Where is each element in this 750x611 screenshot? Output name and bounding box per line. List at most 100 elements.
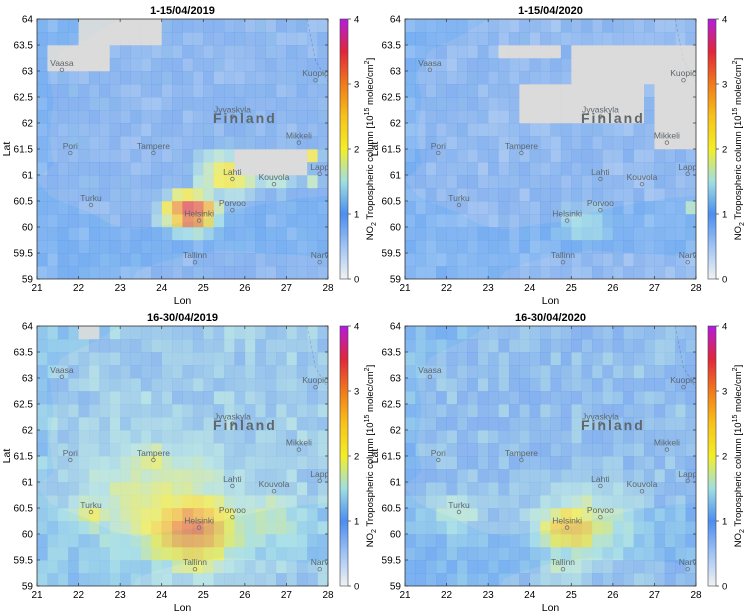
x-tick-label: 26	[607, 590, 619, 601]
grid-cell	[172, 188, 183, 202]
grid-cell	[244, 456, 256, 470]
grid-cell	[276, 365, 287, 379]
grid-cell	[213, 227, 225, 241]
grid-cell	[120, 19, 131, 33]
grid-cell	[571, 443, 582, 457]
grid-cell	[161, 58, 173, 72]
grid-cell	[560, 266, 572, 279]
x-tick-label: 22	[441, 590, 453, 601]
grid-cell	[581, 214, 593, 228]
grid-cell	[477, 352, 489, 366]
grid-cell	[47, 240, 59, 254]
grid-cell	[654, 352, 666, 366]
grid-cell	[109, 469, 121, 483]
grid-cell	[140, 521, 152, 535]
grid-cell	[234, 378, 246, 392]
grid-cell	[685, 227, 696, 241]
grid-cell	[120, 339, 131, 353]
grid-cell	[182, 521, 194, 535]
grid-cell	[405, 469, 416, 483]
grid-cell	[508, 339, 520, 353]
grid-cell	[182, 214, 194, 228]
grid-cell	[130, 123, 142, 137]
grid-cell	[405, 32, 416, 46]
grid-cell	[560, 482, 572, 496]
grid-cell	[224, 378, 235, 392]
grid-cell	[109, 430, 121, 444]
grid-cell	[436, 352, 447, 366]
grid-cell	[286, 149, 298, 163]
grid-cell	[109, 149, 121, 163]
grid-cell	[685, 136, 696, 150]
grid-cell	[675, 240, 686, 254]
grid-cell	[488, 391, 499, 405]
grid-cell	[68, 162, 79, 176]
grid-cell	[151, 123, 163, 137]
grid-cell	[664, 391, 676, 405]
grid-cell	[602, 175, 614, 189]
grid-cell	[296, 560, 308, 574]
grid-cell	[78, 84, 90, 98]
grid-cell	[88, 547, 100, 561]
grid-cell	[415, 352, 427, 366]
grid-cell	[540, 149, 551, 163]
grid-cell	[213, 188, 225, 202]
grid-cell	[120, 201, 131, 215]
grid-cell	[224, 391, 235, 405]
grid-cell	[436, 495, 447, 509]
grid-cell	[446, 521, 458, 535]
grid-cell	[446, 573, 458, 586]
grid-cell	[88, 201, 100, 215]
grid-cell	[276, 162, 287, 176]
colorbar-tick-label: 4	[722, 322, 727, 333]
y-tick-label: 59	[390, 582, 402, 593]
grid-cell	[592, 573, 603, 586]
grid-cell	[654, 326, 666, 340]
grid-cell	[78, 32, 90, 46]
grid-cell	[446, 149, 458, 163]
grid-cell	[436, 97, 447, 111]
city-label: Tallinn	[183, 250, 207, 260]
grid-cell	[685, 547, 696, 561]
grid-cell	[592, 443, 603, 457]
grid-cell	[244, 339, 256, 353]
grid-cell	[602, 547, 614, 561]
city-marker	[598, 515, 603, 520]
grid-cell	[633, 227, 645, 241]
grid-cell	[498, 162, 510, 176]
grid-cell	[296, 339, 308, 353]
city-marker	[519, 457, 524, 463]
grid-cell	[633, 339, 645, 353]
grid-cell	[192, 521, 204, 535]
city-marker	[685, 171, 690, 176]
grid-cell	[602, 240, 614, 254]
grid-cell	[234, 149, 246, 163]
grid-cell	[623, 214, 634, 228]
grid-cell	[244, 45, 256, 59]
grid-cell	[488, 378, 499, 392]
grid-cell	[540, 391, 551, 405]
grid-cell	[571, 521, 582, 535]
grid-cell	[234, 97, 246, 111]
grid-cell	[685, 84, 696, 98]
grid-cell	[529, 326, 541, 340]
grid-cell	[317, 123, 328, 137]
grid-cell	[88, 227, 100, 241]
grid-cell	[602, 326, 614, 340]
grid-cell	[109, 227, 121, 241]
grid-cell	[203, 84, 214, 98]
grid-cell	[519, 326, 531, 340]
grid-cell	[602, 149, 614, 163]
grid-cell	[109, 391, 121, 405]
grid-cell	[265, 430, 277, 444]
grid-cell	[68, 443, 79, 457]
grid-cell	[130, 214, 142, 228]
grid-cell	[68, 253, 79, 267]
y-tick-label: 63.5	[382, 348, 402, 359]
grid-cell	[550, 547, 562, 561]
grid-cell	[508, 227, 520, 241]
grid-cell	[276, 521, 287, 535]
grid-cell	[276, 560, 287, 574]
grid-cell	[109, 214, 121, 228]
grid-cell	[172, 339, 183, 353]
